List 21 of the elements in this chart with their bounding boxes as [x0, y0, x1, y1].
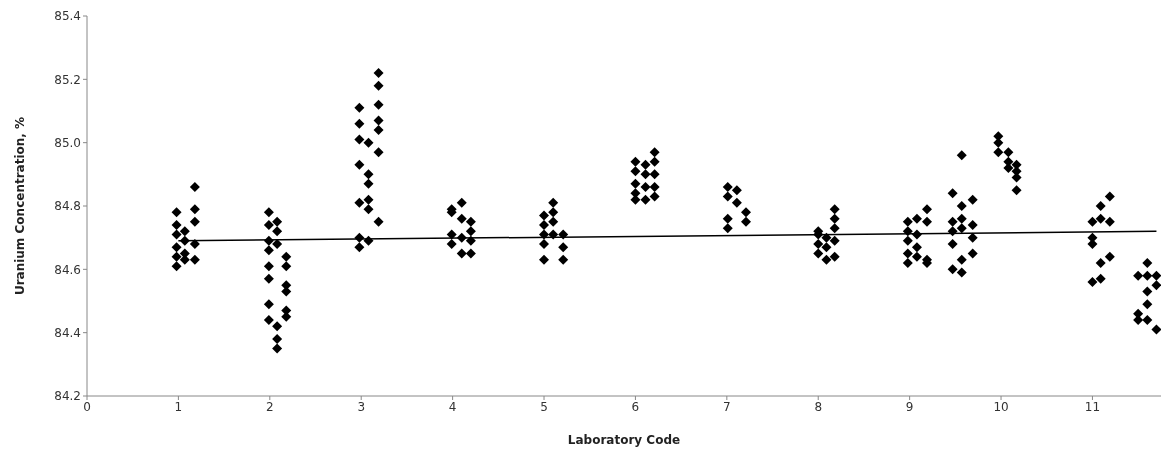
x-tick-label: 5 [540, 399, 548, 414]
x-tick-label: 10 [993, 399, 1009, 414]
x-tick-label: 8 [814, 399, 823, 414]
x-tick-label: 1 [174, 399, 183, 414]
x-tick-label: 7 [723, 399, 731, 414]
y-tick-label: 84.6 [54, 262, 81, 277]
y-axis-title: Uranium Concentration, % [13, 116, 28, 296]
y-tick-label: 84.4 [54, 325, 81, 340]
y-tick-label: 84.2 [54, 389, 81, 404]
x-tick-label: 11 [1084, 399, 1101, 414]
y-tick-label: 85.4 [54, 9, 81, 24]
x-tick-label: 3 [357, 399, 366, 414]
x-tick-label: 2 [265, 399, 274, 414]
y-tick-label: 85.0 [54, 135, 81, 150]
x-tick-label: 9 [905, 399, 914, 414]
y-tick-label: 85.2 [54, 72, 81, 87]
x-tick-label: 6 [631, 399, 640, 414]
x-tick-label: 0 [83, 399, 91, 414]
y-tick-label: 84.8 [54, 199, 81, 214]
x-tick-label: 4 [448, 399, 457, 414]
x-axis-title: Laboratory Code [567, 433, 681, 447]
